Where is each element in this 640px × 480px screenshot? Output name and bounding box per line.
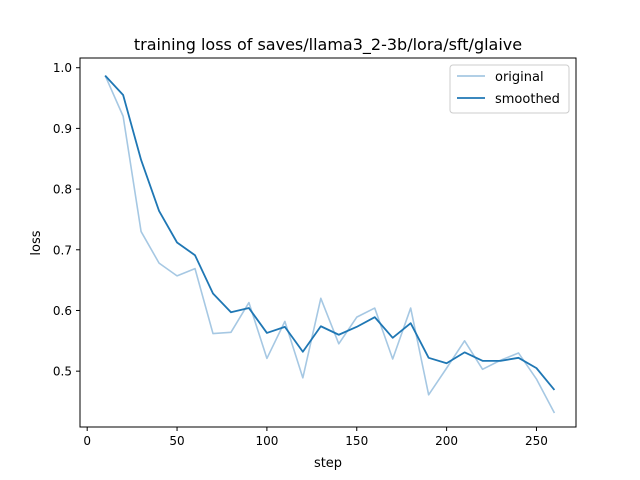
- series-line-original: [104, 75, 556, 414]
- y-tick-label: 1.0: [53, 61, 72, 75]
- x-tick-label: 200: [435, 434, 458, 448]
- chart-title: training loss of saves/llama3_2-3b/lora/…: [134, 35, 522, 55]
- legend: original smoothed: [449, 64, 570, 114]
- x-tick-label: 50: [169, 434, 184, 448]
- axes-frame: [79, 57, 577, 428]
- series-line-smoothed: [104, 74, 556, 391]
- plot-area: [104, 74, 556, 414]
- legend-label-original: original: [495, 70, 544, 85]
- x-tick-label: 150: [345, 434, 368, 448]
- y-axis-label: loss: [29, 230, 44, 255]
- legend-label-smoothed: smoothed: [495, 92, 560, 107]
- x-axis: 0 50 100 150 200 250: [83, 427, 548, 448]
- y-tick-label: 0.7: [53, 243, 72, 257]
- y-tick-label: 0.5: [53, 365, 72, 379]
- x-axis-label: step: [314, 456, 342, 471]
- y-tick-label: 0.8: [53, 183, 72, 197]
- y-tick-label: 0.9: [53, 122, 72, 136]
- x-tick-label: 100: [255, 434, 278, 448]
- y-axis: 0.5 0.6 0.7 0.8 0.9 1.0: [53, 61, 80, 379]
- y-tick-label: 0.6: [53, 304, 72, 318]
- x-tick-label: 250: [525, 434, 548, 448]
- x-tick-label: 0: [83, 434, 91, 448]
- legend-box: [449, 64, 570, 114]
